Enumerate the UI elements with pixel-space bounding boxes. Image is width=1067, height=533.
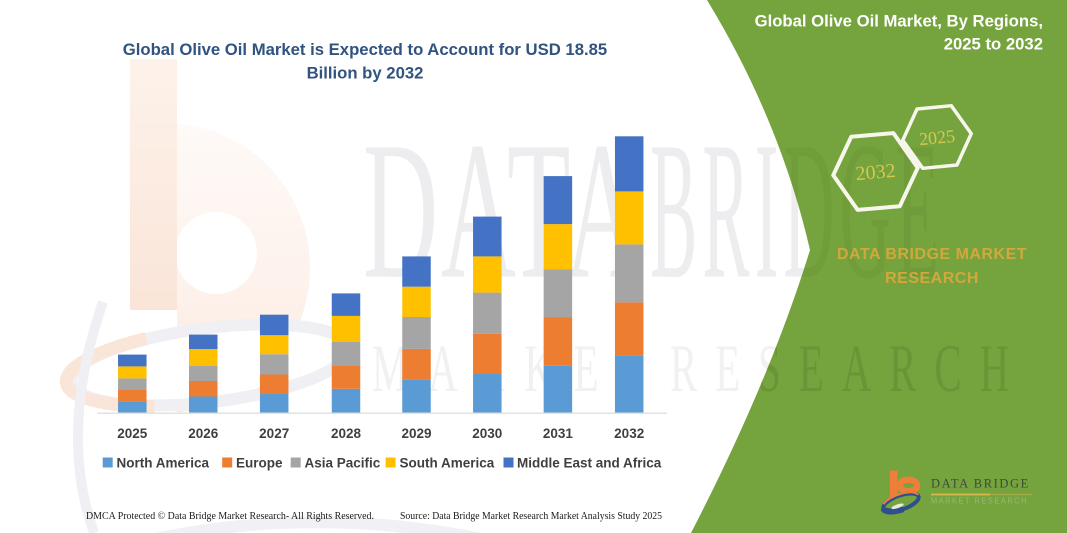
svg-text:DATA BRIDGE: DATA BRIDGE — [931, 477, 1030, 491]
svg-text:2032: 2032 — [614, 426, 644, 441]
svg-text:2027: 2027 — [259, 426, 289, 441]
svg-text:DMCA Protected © Data Bridge M: DMCA Protected © Data Bridge Market Rese… — [86, 511, 374, 522]
svg-text:2029: 2029 — [401, 426, 431, 441]
svg-text:2031: 2031 — [543, 426, 574, 441]
svg-text:2032: 2032 — [855, 160, 897, 185]
svg-text:North America: North America — [117, 456, 210, 471]
svg-text:Source: Data Bridge Market Res: Source: Data Bridge Market Research Mark… — [400, 511, 662, 522]
svg-text:2025 to 2032: 2025 to 2032 — [944, 35, 1043, 54]
svg-text:Global Olive Oil Market is Exp: Global Olive Oil Market is Expected to A… — [123, 40, 607, 59]
svg-text:2028: 2028 — [331, 426, 362, 441]
svg-text:2030: 2030 — [472, 426, 502, 441]
svg-text:RESEARCH: RESEARCH — [885, 270, 979, 287]
svg-text:Global Olive Oil Market, By Re: Global Olive Oil Market, By Regions, — [755, 12, 1043, 31]
svg-text:2025: 2025 — [117, 426, 148, 441]
svg-text:MARKET RESEARCH: MARKET RESEARCH — [931, 496, 1028, 506]
svg-text:DATA BRIDGE MARKET: DATA BRIDGE MARKET — [837, 246, 1027, 263]
svg-text:2026: 2026 — [188, 426, 219, 441]
svg-text:Billion by 2032: Billion by 2032 — [307, 64, 424, 83]
svg-text:2025: 2025 — [918, 126, 956, 149]
svg-text:Asia Pacific: Asia Pacific — [305, 456, 381, 471]
svg-text:Europe: Europe — [236, 456, 283, 471]
svg-text:South America: South America — [400, 456, 495, 471]
svg-text:Middle East and Africa: Middle East and Africa — [517, 456, 662, 471]
